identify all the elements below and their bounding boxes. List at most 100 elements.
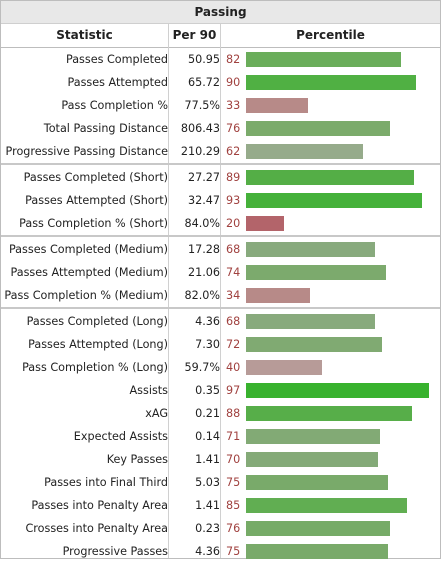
percentile-bar <box>246 193 422 208</box>
percentile-bar <box>246 98 308 113</box>
percentile-value: 90 <box>226 76 241 89</box>
table-row: Pass Completion % 77.5% 33 <box>1 94 440 117</box>
percentile-bar <box>246 170 414 185</box>
table-row: Passes into Final Third 5.03 75 <box>1 471 440 494</box>
percentile-value: 20 <box>226 217 241 230</box>
per90-value: 17.28 <box>187 243 220 256</box>
percentile-bar <box>246 216 284 231</box>
percentile-bar <box>246 288 310 303</box>
table-row: Progressive Passing Distance 210.29 62 <box>1 140 440 163</box>
per90-value: 32.47 <box>187 194 220 207</box>
per90-value: 84.0% <box>184 217 220 230</box>
percentile-bar <box>246 383 429 398</box>
percentile-bar <box>246 144 363 159</box>
stat-label: Passes Completed (Short) <box>23 171 168 184</box>
per90-value: 5.03 <box>195 476 220 489</box>
table-row: Pass Completion % (Long) 59.7% 40 <box>1 356 440 379</box>
per90-value: 82.0% <box>184 289 220 302</box>
stat-label: Passes Completed (Long) <box>26 315 168 328</box>
per90-value: 4.36 <box>195 545 220 558</box>
per90-value: 77.5% <box>184 99 220 112</box>
table-row: Assists 0.35 97 <box>1 379 440 402</box>
per90-value: 1.41 <box>195 453 220 466</box>
column-divider <box>220 24 221 558</box>
percentile-value: 34 <box>226 289 241 302</box>
table-row: Passes Completed (Medium) 17.28 68 <box>1 238 440 261</box>
stat-label: Crosses into Penalty Area <box>25 522 168 535</box>
stat-label: Total Passing Distance <box>43 122 168 135</box>
stat-label: Key Passes <box>106 453 168 466</box>
column-header-per90: Per 90 <box>169 24 220 48</box>
column-divider <box>168 24 169 558</box>
stat-label: Passes Attempted (Medium) <box>10 266 168 279</box>
column-header-percentile: Percentile <box>221 24 440 48</box>
percentile-bar <box>246 429 380 444</box>
table-row: Passes Attempted 65.72 90 <box>1 71 440 94</box>
percentile-value: 76 <box>226 522 241 535</box>
stat-label: Pass Completion % (Medium) <box>4 289 168 302</box>
stat-label: xAG <box>145 407 168 420</box>
percentile-bar <box>246 337 382 352</box>
stat-label: Progressive Passing Distance <box>5 145 168 158</box>
percentile-value: 88 <box>226 407 241 420</box>
percentile-value: 71 <box>226 430 241 443</box>
table-row: Passes Attempted (Short) 32.47 93 <box>1 189 440 212</box>
table-row: Expected Assists 0.14 71 <box>1 425 440 448</box>
per90-value: 21.06 <box>187 266 220 279</box>
group-separator <box>1 307 440 309</box>
stat-label: Passes Attempted (Long) <box>28 338 168 351</box>
per90-value: 0.21 <box>195 407 220 420</box>
stat-label: Pass Completion % (Short) <box>19 217 168 230</box>
percentile-value: 82 <box>226 53 241 66</box>
per90-value: 7.30 <box>195 338 220 351</box>
per90-value: 0.14 <box>195 430 220 443</box>
table-row: Passes Completed (Long) 4.36 68 <box>1 310 440 333</box>
percentile-bar <box>246 475 388 490</box>
table-row: Progressive Passes 4.36 75 <box>1 540 440 563</box>
percentile-bar <box>246 265 386 280</box>
table-title: Passing <box>1 1 440 24</box>
percentile-value: 89 <box>226 171 241 184</box>
stat-label: Expected Assists <box>73 430 168 443</box>
column-header-statistic: Statistic <box>1 24 168 48</box>
table-row: Key Passes 1.41 70 <box>1 448 440 471</box>
percentile-value: 33 <box>226 99 241 112</box>
percentile-value: 68 <box>226 315 241 328</box>
table-row: Passes Attempted (Medium) 21.06 74 <box>1 261 440 284</box>
table-row: Total Passing Distance 806.43 76 <box>1 117 440 140</box>
percentile-value: 74 <box>226 266 241 279</box>
stat-label: Passes into Final Third <box>44 476 168 489</box>
percentile-value: 72 <box>226 338 241 351</box>
table-row: xAG 0.21 88 <box>1 402 440 425</box>
stat-label: Pass Completion % (Long) <box>22 361 168 374</box>
table-row: Crosses into Penalty Area 0.23 76 <box>1 517 440 540</box>
per90-value: 65.72 <box>187 76 220 89</box>
percentile-value: 97 <box>226 384 241 397</box>
percentile-bar <box>246 52 401 67</box>
stat-label: Assists <box>129 384 168 397</box>
percentile-bar <box>246 544 388 559</box>
table-row: Pass Completion % (Medium) 82.0% 34 <box>1 284 440 307</box>
percentile-value: 68 <box>226 243 241 256</box>
stat-label: Passes Attempted <box>67 76 168 89</box>
percentile-bar <box>246 242 375 257</box>
per90-value: 210.29 <box>180 145 220 158</box>
table-row: Passes into Penalty Area 1.41 85 <box>1 494 440 517</box>
stat-label: Passes Completed <box>65 53 168 66</box>
percentile-value: 93 <box>226 194 241 207</box>
stat-label: Passes into Penalty Area <box>31 499 168 512</box>
per90-value: 1.41 <box>195 499 220 512</box>
stat-label: Passes Attempted (Short) <box>25 194 168 207</box>
percentile-value: 85 <box>226 499 241 512</box>
percentile-value: 62 <box>226 145 241 158</box>
table-row: Passes Attempted (Long) 7.30 72 <box>1 333 440 356</box>
per90-value: 4.36 <box>195 315 220 328</box>
percentile-bar <box>246 360 322 375</box>
percentile-value: 40 <box>226 361 241 374</box>
table-row: Passes Completed (Short) 27.27 89 <box>1 166 440 189</box>
per90-value: 50.95 <box>187 53 220 66</box>
per90-value: 0.23 <box>195 522 220 535</box>
per90-value: 806.43 <box>180 122 220 135</box>
percentile-bar <box>246 406 412 421</box>
